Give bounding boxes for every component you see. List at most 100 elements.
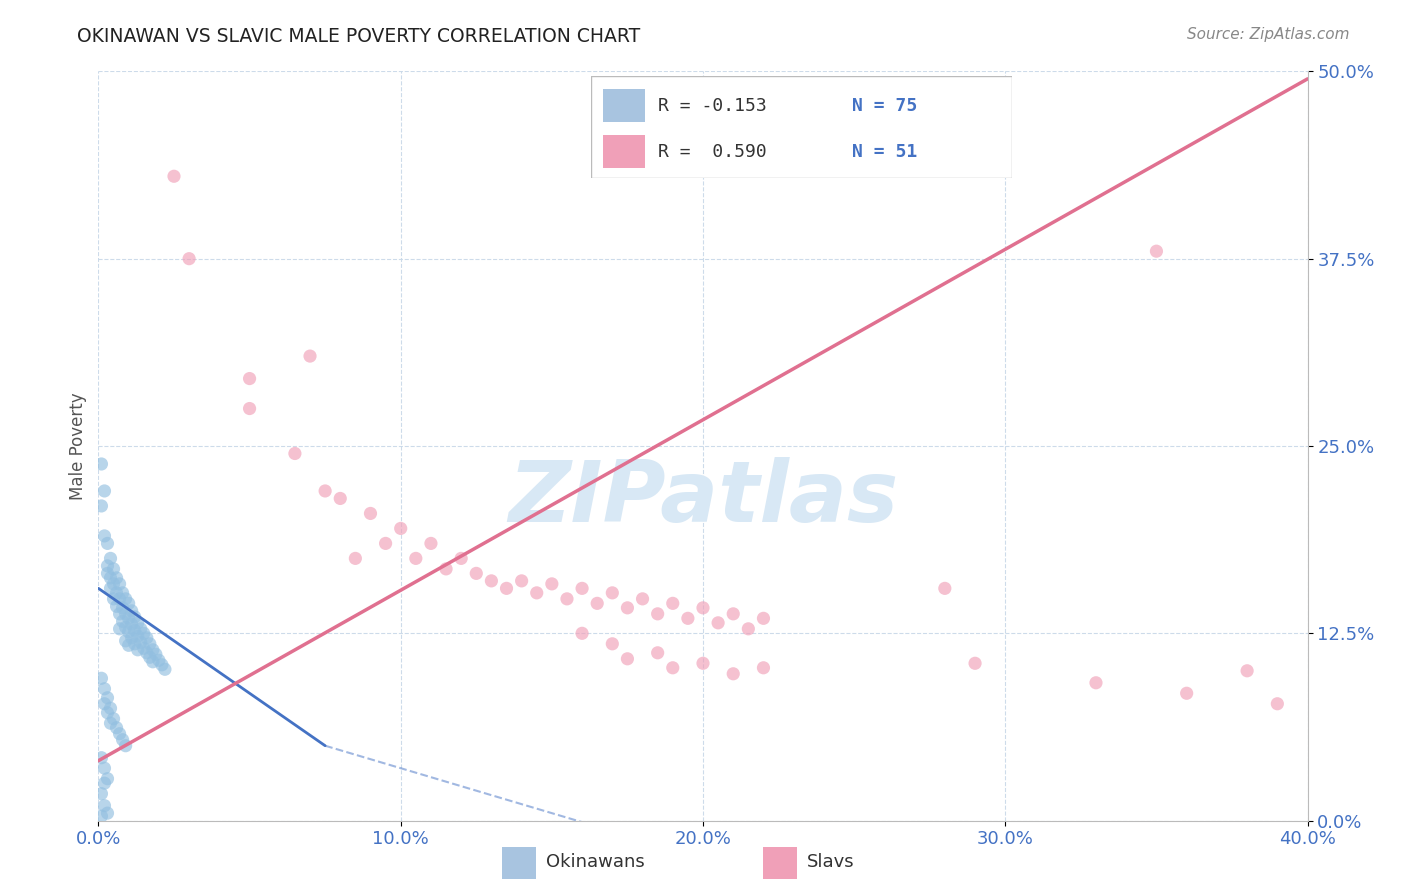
Point [132,626,155,640]
Point [647,607,669,621]
Point [139,650,162,665]
Point [135,646,157,660]
Point [153,662,176,676]
Point [495,582,517,596]
Point [121,617,143,632]
Point [114,739,136,753]
Text: N = 51: N = 51 [852,143,917,161]
Point [586,596,609,610]
Point [96,558,118,573]
Point [129,635,152,649]
Point [90,671,112,685]
Point [93,761,115,775]
Text: OKINAWAN VS SLAVIC MALE POVERTY CORRELATION CHART: OKINAWAN VS SLAVIC MALE POVERTY CORRELAT… [77,27,641,45]
Point [707,615,730,630]
Point [555,591,578,606]
Point [1144,244,1167,259]
Point [118,611,141,625]
Point [314,483,336,498]
Point [111,586,134,600]
Point [661,596,683,610]
Text: N = 75: N = 75 [852,96,917,114]
Point [108,727,131,741]
Point [90,750,112,764]
Point [93,776,115,790]
Point [100,701,122,715]
Point [737,622,759,636]
Point [1236,664,1258,678]
Point [108,607,131,621]
Point [752,611,775,625]
Point [121,631,143,645]
FancyBboxPatch shape [502,847,537,879]
Point [1267,697,1289,711]
Point [1175,686,1198,700]
Point [676,611,699,625]
Point [129,622,152,636]
Point [647,646,669,660]
Point [100,582,122,596]
Point [405,551,427,566]
Point [108,622,131,636]
Point [526,586,548,600]
Point [114,607,136,621]
Point [100,571,122,585]
Point [723,666,745,681]
Point [96,690,118,705]
Point [481,574,503,588]
Text: Source: ZipAtlas.com: Source: ZipAtlas.com [1187,27,1350,42]
Point [329,491,352,506]
Point [389,521,412,535]
FancyBboxPatch shape [603,136,645,168]
Point [239,371,262,385]
Point [420,536,443,550]
Text: ZIPatlas: ZIPatlas [508,457,898,540]
Point [965,657,987,671]
Point [374,536,396,550]
Point [616,652,638,666]
Point [96,536,118,550]
Point [299,349,322,363]
Point [179,252,201,266]
Point [150,657,173,672]
Point [111,732,134,747]
Point [93,529,115,543]
FancyBboxPatch shape [603,89,645,122]
Point [108,591,131,606]
Point [510,574,533,588]
Point [114,620,136,634]
Point [93,697,115,711]
Point [93,798,115,813]
Point [752,661,775,675]
Point [108,577,131,591]
Point [616,600,638,615]
Point [105,599,128,614]
Point [661,661,683,675]
Point [239,401,262,416]
Point [114,591,136,606]
Point [692,600,714,615]
Point [93,681,115,696]
Point [90,499,112,513]
Point [90,457,112,471]
Point [105,721,128,735]
Point [284,446,307,460]
Point [124,624,146,638]
Point [121,604,143,618]
Point [135,631,157,645]
Point [1085,675,1108,690]
Point [118,596,141,610]
Text: R = -0.153: R = -0.153 [658,96,766,114]
Point [127,629,149,643]
Y-axis label: Male Poverty: Male Poverty [69,392,87,500]
Point [100,551,122,566]
Point [602,586,624,600]
Point [434,562,457,576]
Point [360,507,382,521]
Point [105,586,128,600]
Point [145,648,167,662]
Text: Slavs: Slavs [807,853,855,871]
Point [127,615,149,630]
Point [114,633,136,648]
Point [723,607,745,621]
